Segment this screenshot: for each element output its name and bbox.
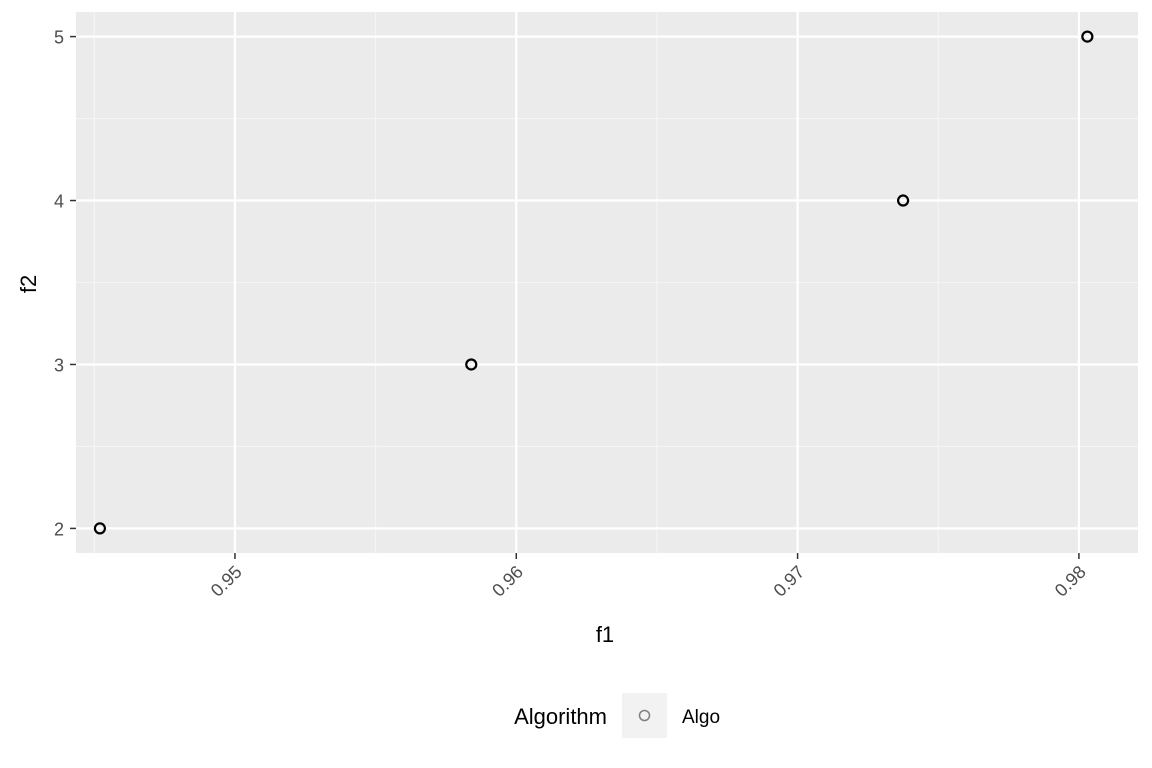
x-axis-ticks: 0.95 0.96 0.97 0.98 bbox=[207, 553, 1090, 601]
data-point bbox=[93, 522, 107, 535]
legend-entry-algo: Algo bbox=[682, 707, 720, 728]
y-axis-ticks: 2 3 4 5 bbox=[54, 28, 76, 539]
legend-title: Algorithm bbox=[514, 704, 607, 729]
data-points bbox=[93, 30, 1094, 535]
data-point bbox=[896, 194, 910, 207]
y-tick-label: 2 bbox=[54, 519, 64, 539]
y-axis-title: f2 bbox=[16, 275, 41, 293]
y-tick-label: 3 bbox=[54, 355, 64, 375]
y-tick-label: 4 bbox=[54, 192, 64, 212]
x-tick-label: 0.97 bbox=[770, 562, 809, 601]
data-point bbox=[465, 358, 478, 371]
legend-key-marker bbox=[638, 709, 651, 722]
x-tick-label: 0.95 bbox=[207, 562, 246, 601]
grid-major bbox=[76, 12, 1138, 553]
grid-minor bbox=[76, 12, 1138, 553]
x-axis-title: f1 bbox=[596, 622, 614, 647]
y-tick-label: 5 bbox=[54, 28, 64, 48]
legend: Algorithm Algo bbox=[514, 693, 720, 738]
data-point bbox=[1081, 30, 1094, 43]
legend-key bbox=[622, 693, 667, 738]
x-tick-label: 0.96 bbox=[488, 562, 527, 601]
x-tick-label: 0.98 bbox=[1051, 562, 1090, 601]
